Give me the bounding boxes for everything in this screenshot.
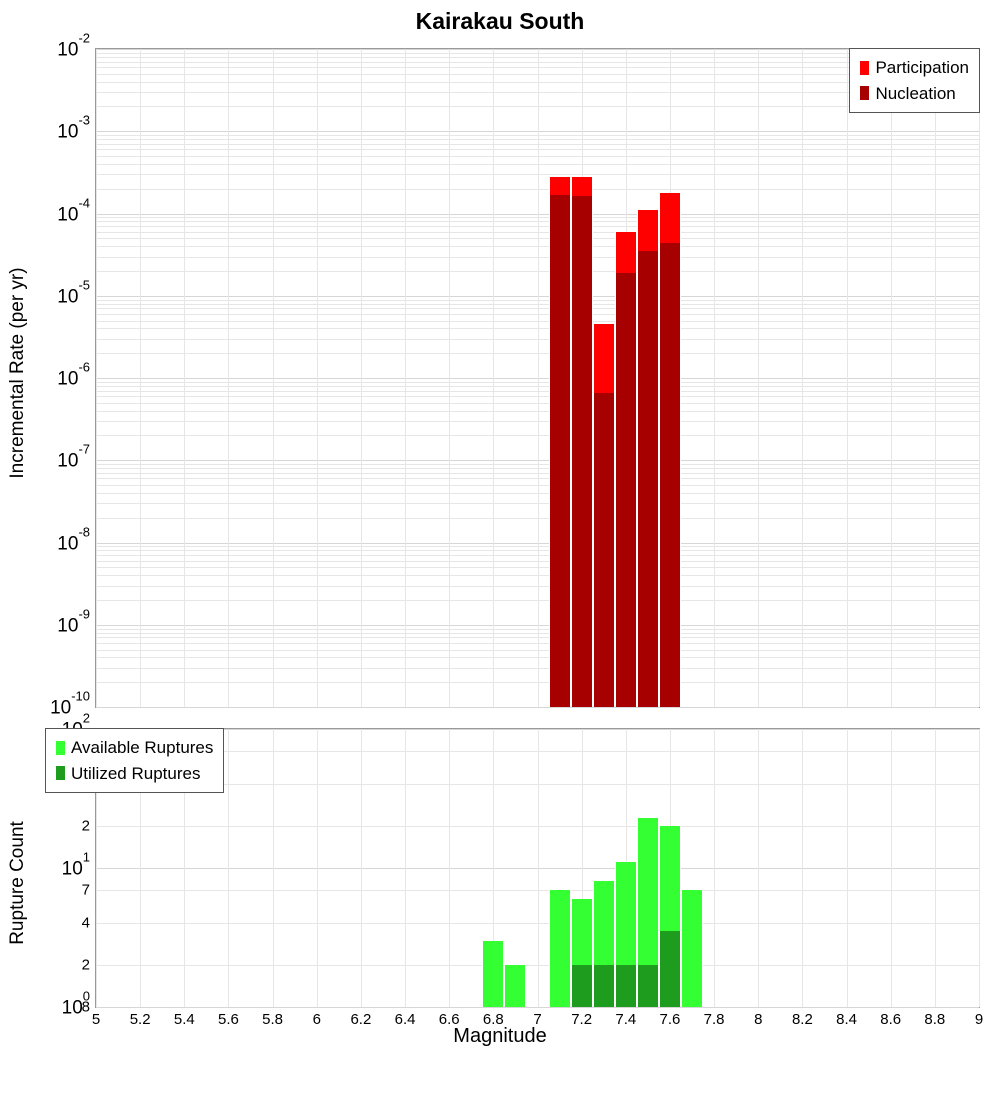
- legend-item-available-ruptures: Available Ruptures: [56, 735, 213, 761]
- legend-item-utilized-ruptures: Utilized Ruptures: [56, 761, 213, 787]
- top-chart-legend: Participation Nucleation: [849, 48, 980, 113]
- bottom-chart-panel: Rupture Count 102742101742100855.25.45.6…: [0, 718, 1000, 1048]
- top-y-axis-label: Incremental Rate (per yr): [7, 267, 29, 478]
- legend-swatch-available-ruptures: [56, 741, 65, 755]
- utilized-ruptures-bar: [571, 965, 593, 1007]
- available-ruptures-bar: [504, 965, 526, 1007]
- nucleation-bar: [637, 251, 659, 707]
- participation-bar: [571, 177, 593, 195]
- legend-item-participation: Participation: [860, 55, 969, 81]
- legend-label-utilized-ruptures: Utilized Ruptures: [71, 761, 200, 787]
- participation-bar: [549, 177, 571, 195]
- chart-title: Kairakau South: [0, 8, 1000, 35]
- bottom-chart-legend: Available Ruptures Utilized Ruptures: [45, 728, 224, 793]
- legend-label-available-ruptures: Available Ruptures: [71, 735, 213, 761]
- nucleation-bar: [659, 243, 681, 707]
- top-plot-area: 10-2 10-3 10-4 10-5 10-6 10-7 10-8 10-9 10-10: [95, 48, 980, 708]
- nucleation-bar: [593, 393, 615, 707]
- legend-item-nucleation: Nucleation: [860, 81, 969, 107]
- legend-swatch-utilized-ruptures: [56, 766, 65, 780]
- utilized-ruptures-bar: [593, 965, 615, 1007]
- bottom-plot-area: 102742101742100855.25.45.65.866.26.46.66…: [95, 728, 980, 1008]
- participation-bar: [593, 324, 615, 393]
- utilized-ruptures-bar: [659, 931, 681, 1007]
- top-chart-panel: Incremental Rate (per yr) 10-2 10-3 10-4 10…: [0, 38, 1000, 708]
- nucleation-bar: [549, 195, 571, 707]
- x-axis-label: Magnitude: [453, 1025, 546, 1048]
- nucleation-bar: [571, 196, 593, 707]
- bottom-y-axis-label: Rupture Count: [7, 821, 29, 945]
- participation-bar: [615, 232, 637, 273]
- legend-label-nucleation: Nucleation: [875, 81, 955, 107]
- participation-bar: [637, 210, 659, 251]
- participation-bar: [659, 193, 681, 243]
- available-ruptures-bar: [681, 890, 703, 1007]
- legend-swatch-participation: [860, 61, 869, 75]
- legend-swatch-nucleation: [860, 86, 869, 100]
- nucleation-bar: [615, 273, 637, 707]
- legend-label-participation: Participation: [875, 55, 969, 81]
- utilized-ruptures-bar: [637, 965, 659, 1007]
- available-ruptures-bar: [549, 890, 571, 1007]
- utilized-ruptures-bar: [615, 965, 637, 1007]
- available-ruptures-bar: [482, 941, 504, 1007]
